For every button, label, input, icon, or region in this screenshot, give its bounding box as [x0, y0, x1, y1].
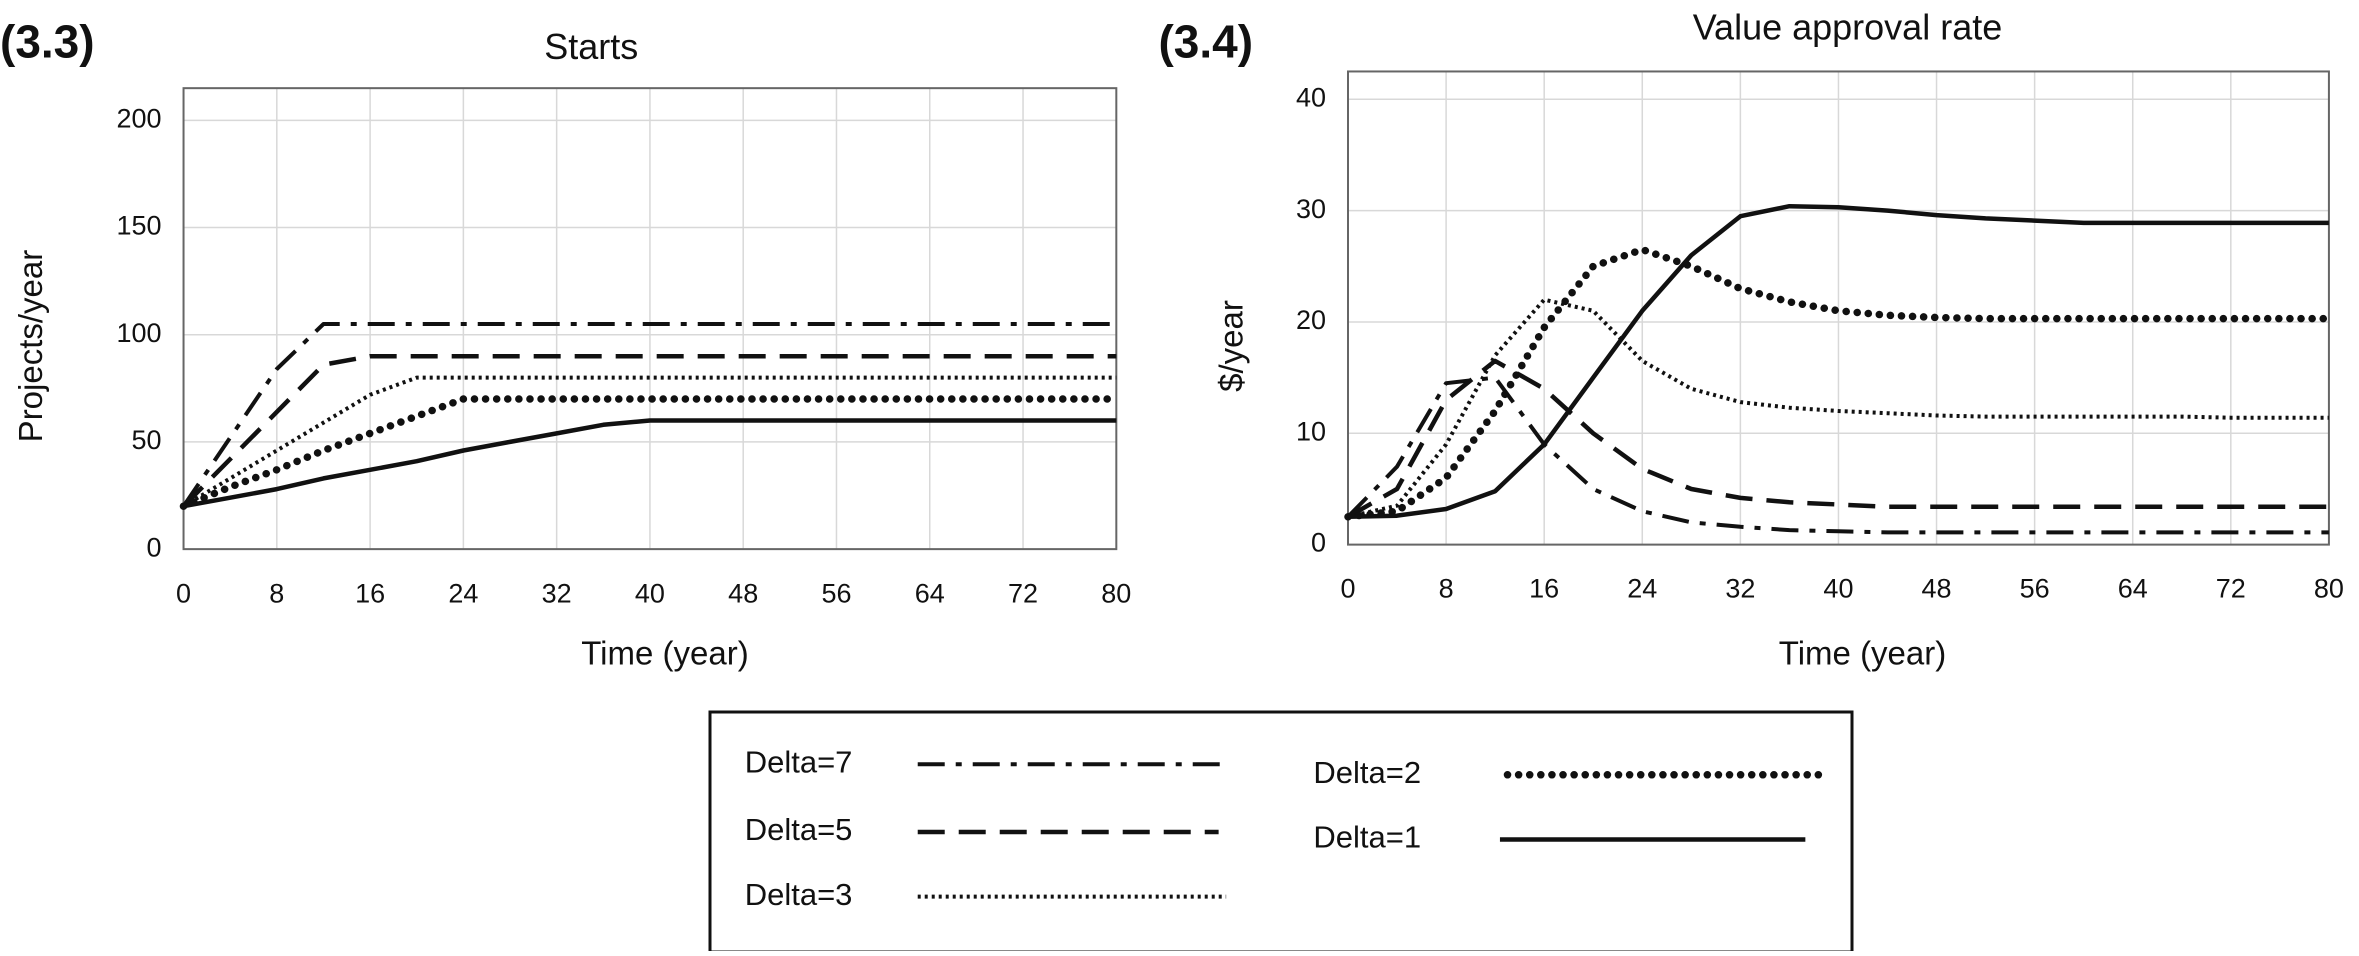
legend-label: Delta=7	[745, 744, 853, 779]
legend-label: Delta=3	[745, 877, 853, 912]
y-tick-label: 20	[1296, 305, 1326, 335]
x-tick-label: 8	[269, 578, 284, 608]
x-tick-label: 0	[1340, 574, 1355, 604]
y-tick-label: 100	[116, 318, 161, 348]
x-tick-label: 64	[2118, 574, 2148, 604]
x-axis-label: Time (year)	[581, 635, 748, 672]
x-tick-label: 32	[1725, 574, 1755, 604]
legend-label: Delta=1	[1313, 820, 1421, 855]
x-tick-label: 80	[1101, 578, 1131, 608]
x-axis-label: Time (year)	[1779, 635, 1946, 672]
x-tick-label: 0	[176, 578, 191, 608]
panel-label: (3.3)	[0, 15, 95, 67]
x-tick-label: 56	[2020, 574, 2050, 604]
y-tick-label: 10	[1296, 416, 1326, 446]
y-axis-label: Projects/year	[12, 250, 49, 443]
x-tick-label: 16	[355, 578, 385, 608]
x-tick-label: 8	[1439, 574, 1454, 604]
series-line	[181, 322, 1117, 508]
x-tick-label: 80	[2314, 574, 2344, 604]
x-tick-label: 40	[635, 578, 665, 608]
x-tick-label: 72	[2216, 574, 2246, 604]
x-tick-label: 16	[1529, 574, 1559, 604]
legend-label: Delta=5	[745, 812, 853, 847]
x-tick-label: 32	[542, 578, 572, 608]
plot-frame	[182, 87, 1118, 551]
x-tick-label: 24	[448, 578, 478, 608]
y-tick-label: 40	[1296, 82, 1326, 112]
panel-label: (3.4)	[1158, 15, 1253, 67]
x-tick-label: 72	[1008, 578, 1038, 608]
x-tick-label: 40	[1823, 574, 1853, 604]
y-tick-label: 0	[1311, 528, 1326, 558]
series-line	[179, 395, 1121, 510]
x-tick-label: 56	[821, 578, 851, 608]
y-tick-label: 0	[147, 532, 162, 562]
series-line	[181, 353, 1117, 508]
legend-label: Delta=2	[1313, 755, 1421, 790]
chart-title: Value approval rate	[1693, 7, 2003, 48]
x-tick-label: 48	[728, 578, 758, 608]
series-line	[1347, 297, 2329, 519]
x-tick-label: 24	[1627, 574, 1657, 604]
y-tick-label: 30	[1296, 194, 1326, 224]
x-tick-label: 64	[915, 578, 945, 608]
series-line	[1346, 375, 2329, 535]
y-tick-label: 50	[131, 425, 161, 455]
x-tick-label: 48	[1922, 574, 1952, 604]
series-line	[1344, 245, 2333, 521]
series-line	[1347, 203, 2329, 520]
y-tick-label: 150	[116, 211, 161, 241]
y-axis-label: $/year	[1212, 300, 1249, 392]
chart-title: Starts	[544, 26, 638, 67]
y-tick-label: 200	[116, 103, 161, 133]
series-line	[183, 418, 1117, 509]
plot-frame	[1347, 70, 2330, 546]
